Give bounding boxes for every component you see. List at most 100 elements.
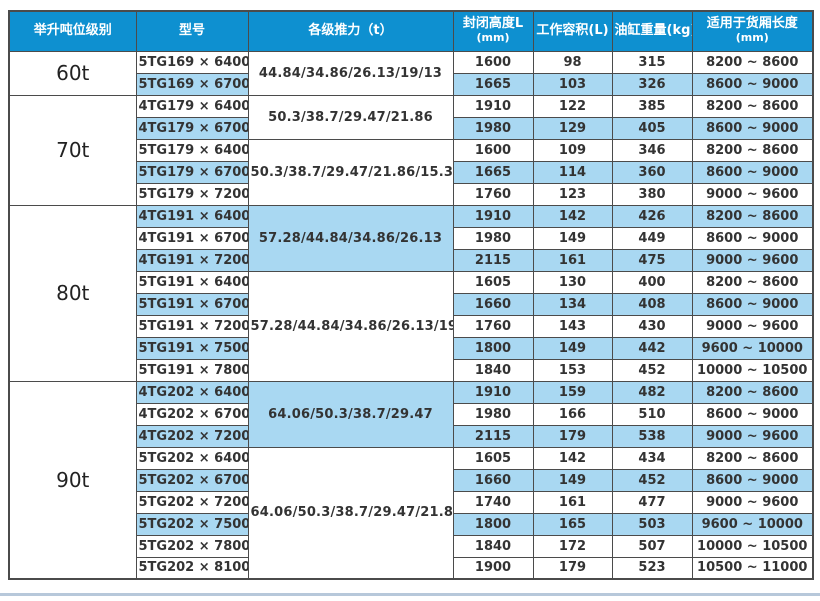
weight-cell: 475	[611, 248, 693, 272]
box-length-cell: 10500 ~ 11000	[691, 556, 814, 580]
weight-cell: 452	[611, 468, 693, 492]
closed-height-cell: 1660	[452, 292, 534, 316]
model-cell: 4TG202 × 6700	[135, 402, 249, 426]
table-header: 举升吨位级别 型号 各级推力（t） 封闭高度L (mm) 工作容积(L) 油缸重量(kg) 适…	[8, 10, 814, 52]
table-row: 5TG202 × 7500 1800 165 503 9600 ~ 10000	[9, 512, 814, 536]
box-length-cell: 8200 ~ 8600	[691, 270, 814, 294]
model-cell: 5TG202 × 8100	[135, 556, 249, 580]
model-cell: 5TG169 × 6400	[135, 50, 249, 74]
header-cell-3: 封闭高度L (mm)	[452, 10, 534, 52]
model-cell: 5TG179 × 6700	[135, 160, 249, 184]
box-length-cell: 8200 ~ 8600	[691, 204, 814, 228]
box-length-cell: 9600 ~ 10000	[691, 336, 814, 360]
model-cell: 5TG202 × 7200	[135, 490, 249, 514]
header-cell-sub-3: (mm)	[476, 31, 510, 45]
table-row: 5TG202 × 7800 1840 172 507 10000 ~ 10500	[9, 534, 814, 558]
thrust-cell: 50.3/38.7/29.47/21.86/15.39	[247, 138, 454, 206]
model-cell: 5TG179 × 6400	[135, 138, 249, 162]
table-row: 90t 4TG202 × 6400 64.06/50.3/38.7/29.47 191…	[8, 380, 814, 580]
weight-cell: 538	[611, 424, 693, 448]
model-cell: 5TG191 × 6700	[135, 292, 249, 316]
table-row: 4TG191 × 6700 1980 149 449 8600 ~ 9000	[9, 226, 814, 250]
volume-cell: 179	[532, 424, 613, 448]
header-cell-5: 油缸重量(kg)	[611, 10, 693, 52]
closed-height-cell: 1800	[452, 512, 534, 536]
model-cell: 5TG191 × 7200	[135, 314, 249, 338]
box-length-cell: 8200 ~ 8600	[691, 446, 814, 470]
volume-cell: 130	[532, 270, 613, 294]
weight-cell: 326	[611, 72, 693, 96]
header-cell-sub-6: (mm)	[735, 31, 769, 45]
weight-cell: 346	[611, 138, 693, 162]
volume-cell: 98	[532, 50, 613, 74]
table-row: 4TG202 × 7200 2115 179 538 9000 ~ 9600	[9, 424, 814, 448]
volume-cell: 122	[532, 94, 613, 118]
box-length-cell: 9000 ~ 9600	[691, 490, 814, 514]
weight-cell: 400	[611, 270, 693, 294]
closed-height-cell: 1980	[452, 402, 534, 426]
header-cell-0: 举升吨位级别	[8, 10, 137, 52]
box-length-cell: 8600 ~ 9000	[691, 468, 814, 492]
weight-cell: 434	[611, 446, 693, 470]
closed-height-cell: 1840	[452, 358, 534, 382]
table-row: 5TG191 × 6700 1660 134 408 8600 ~ 9000	[9, 292, 814, 316]
closed-height-cell: 1910	[452, 204, 534, 228]
thrust-cell: 50.3/38.7/29.47/21.86	[247, 94, 454, 140]
box-length-cell: 8600 ~ 9000	[691, 72, 814, 96]
spec-table-container: 举升吨位级别 型号 各级推力（t） 封闭高度L (mm) 工作容积(L) 油缸重量(kg) 适…	[8, 10, 814, 580]
closed-height-cell: 1605	[452, 446, 534, 470]
box-length-cell: 8200 ~ 8600	[691, 50, 814, 74]
closed-height-cell: 1760	[452, 182, 534, 206]
model-cell: 5TG191 × 6400	[135, 270, 249, 294]
weight-cell: 477	[611, 490, 693, 514]
box-length-cell: 8200 ~ 8600	[691, 380, 814, 404]
weight-cell: 503	[611, 512, 693, 536]
closed-height-cell: 1800	[452, 336, 534, 360]
weight-cell: 449	[611, 226, 693, 250]
volume-cell: 109	[532, 138, 613, 162]
weight-cell: 482	[611, 380, 693, 404]
weight-cell: 385	[611, 94, 693, 118]
box-length-cell: 10000 ~ 10500	[691, 534, 814, 558]
table-row: 5TG191 × 6400 57.28/44.84/34.86/26.13/19 1…	[9, 270, 814, 382]
box-length-cell: 9000 ~ 9600	[691, 424, 814, 448]
weight-cell: 507	[611, 534, 693, 558]
closed-height-cell: 1910	[452, 380, 534, 404]
model-cell: 4TG191 × 6700	[135, 226, 249, 250]
volume-cell: 172	[532, 534, 613, 558]
box-length-cell: 9000 ~ 9600	[691, 248, 814, 272]
closed-height-cell: 1600	[452, 138, 534, 162]
model-cell: 5TG191 × 7500	[135, 336, 249, 360]
table-row: 4TG202 × 6700 1980 166 510 8600 ~ 9000	[9, 402, 814, 426]
model-cell: 4TG191 × 7200	[135, 248, 249, 272]
weight-cell: 408	[611, 292, 693, 316]
box-length-cell: 8200 ~ 8600	[691, 138, 814, 162]
table-row: 80t 4TG191 × 6400 57.28/44.84/34.86/26.13 1…	[8, 204, 814, 382]
closed-height-cell: 1660	[452, 468, 534, 492]
weight-cell: 510	[611, 402, 693, 426]
model-cell: 5TG169 × 6700	[135, 72, 249, 96]
volume-cell: 165	[532, 512, 613, 536]
weight-cell: 523	[611, 556, 693, 580]
box-length-cell: 8600 ~ 9000	[691, 402, 814, 426]
model-cell: 5TG202 × 7800	[135, 534, 249, 558]
table-body: 60t 5TG169 × 6400 44.84/34.86/26.13/19/13 1…	[8, 50, 814, 580]
model-cell: 5TG191 × 7800	[135, 358, 249, 382]
table-row: 5TG191 × 7800 1840 153 452 10000 ~ 10500	[9, 358, 814, 382]
table-row: 5TG169 × 6700 1665 103 326 8600 ~ 9000	[9, 72, 814, 96]
volume-cell: 123	[532, 182, 613, 206]
volume-cell: 114	[532, 160, 613, 184]
cylinder-spec-table: 举升吨位级别 型号 各级推力（t） 封闭高度L (mm) 工作容积(L) 油缸重量(kg) 适…	[8, 10, 814, 580]
table-row: 5TG202 × 7200 1740 161 477 9000 ~ 9600	[9, 490, 814, 514]
volume-cell: 129	[532, 116, 613, 140]
box-length-cell: 9000 ~ 9600	[691, 314, 814, 338]
table-row: 5TG202 × 6700 1660 149 452 8600 ~ 9000	[9, 468, 814, 492]
closed-height-cell: 1840	[452, 534, 534, 558]
model-cell: 4TG202 × 7200	[135, 424, 249, 448]
volume-cell: 103	[532, 72, 613, 96]
closed-height-cell: 1900	[452, 556, 534, 580]
weight-cell: 430	[611, 314, 693, 338]
closed-height-cell: 1605	[452, 270, 534, 294]
table-row: 5TG202 × 8100 1900 179 523 10500 ~ 11000	[9, 556, 814, 580]
closed-height-cell: 2115	[452, 424, 534, 448]
